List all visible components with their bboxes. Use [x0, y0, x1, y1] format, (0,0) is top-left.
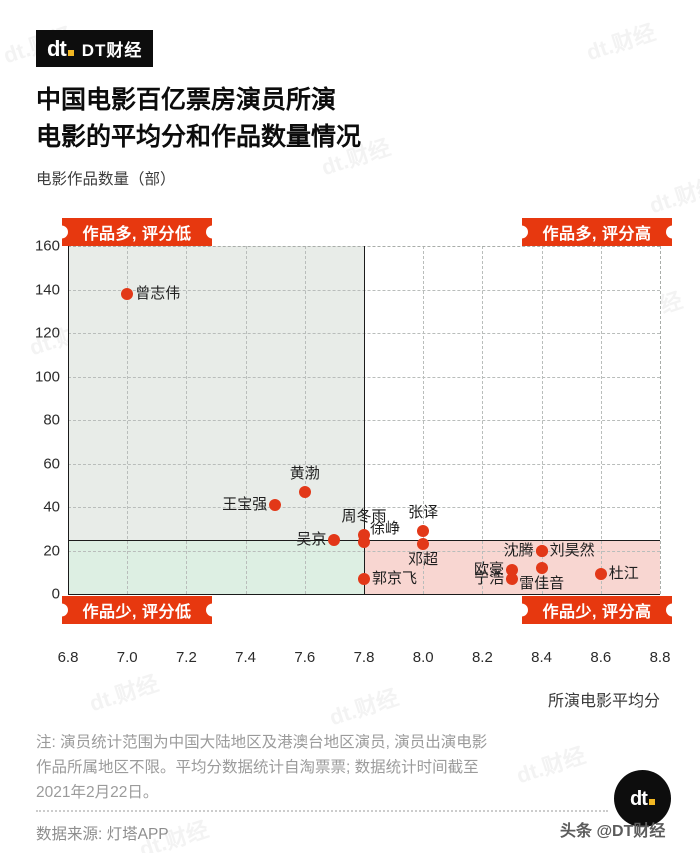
quadrant-bottom-left: [68, 539, 364, 594]
footnote-line-1: 注: 演员统计范围为中国大陆地区及港澳台地区演员, 演员出演电影: [36, 734, 488, 751]
social-handle: 头条 @DT财经: [560, 823, 666, 840]
y-tick-label: 20: [43, 542, 60, 559]
point-label: 沈腾: [503, 541, 534, 559]
title-line-1: 中国电影百亿票房演员所演: [36, 86, 337, 114]
footer-divider: [36, 810, 608, 812]
quadrant-top-left: [68, 246, 364, 540]
dt-logo-text: dt: [47, 35, 67, 61]
y-tick-label: 0: [51, 585, 60, 603]
point-label: 杜江: [608, 565, 639, 583]
point-label: 黄渤: [289, 464, 320, 482]
point-label: 王宝强: [222, 495, 268, 513]
point-label: 郭京飞: [372, 569, 418, 587]
quadrant-badge-bottom-left: 作品少, 评分低: [62, 596, 212, 624]
y-axis-line: [68, 246, 69, 594]
data-point: [269, 498, 282, 511]
data-point: [594, 568, 607, 581]
y-tick-label: 120: [34, 324, 60, 342]
point-label: 刘昊然: [549, 541, 595, 559]
x-tick-label: 8.0: [412, 649, 434, 666]
x-tick-label: 7.0: [116, 649, 138, 666]
quadrant-badge-top-right: 作品多, 评分高: [522, 218, 672, 246]
x-tick-label: 8.6: [590, 649, 612, 666]
dt-footer-logo-yellow-dot-icon: [648, 798, 655, 805]
dt-logo-yellow-dot-icon: [67, 49, 74, 56]
data-source: 数据来源: 灯塔APP: [36, 826, 169, 843]
data-point: [506, 572, 518, 585]
y-tick-label: 40: [43, 498, 60, 516]
x-tick-label: 7.4: [235, 649, 257, 666]
x-tick-label: 6.8: [57, 649, 79, 666]
y-axis-title: 电影作品数量（部）: [36, 171, 176, 188]
point-label: 邓超: [408, 550, 439, 568]
data-point: [358, 572, 370, 585]
y-tick-label: 160: [34, 237, 60, 255]
plot-right-border: [660, 246, 661, 594]
dt-footer-logo: dt: [614, 770, 671, 827]
point-label: 周冬雨: [341, 508, 387, 526]
page-title: 中国电影百亿票房演员所演 电影的平均分和作品数量情况: [36, 82, 361, 156]
y-tick-label: 60: [43, 455, 60, 472]
x-axis-title: 所演电影平均分: [547, 693, 660, 710]
footnote-line-3: 2021年2月22日。: [36, 784, 159, 801]
footnote: 注: 演员统计范围为中国大陆地区及港澳台地区演员, 演员出演电影 作品所属地区不…: [36, 730, 636, 805]
point-label: 曾志伟: [135, 284, 181, 302]
quadrant-top-right: [364, 246, 660, 540]
y-tick-label: 80: [43, 411, 60, 429]
footnote-line-2: 作品所属地区不限。平均分数据统计自淘票票; 数据统计时间截至: [36, 759, 479, 776]
data-point: [535, 561, 548, 574]
quadrant-divider-vertical: [364, 246, 365, 594]
data-point: [328, 533, 341, 546]
data-point: [298, 485, 311, 498]
data-point: [417, 537, 430, 550]
data-point: [121, 287, 134, 300]
quadrant-badge-top-left: 作品多, 评分低: [62, 218, 212, 246]
point-label: 张译: [408, 503, 439, 521]
data-point: [358, 535, 370, 548]
brand-name: DT财经: [81, 41, 143, 60]
x-axis-line: [68, 594, 660, 595]
x-tick-label: 7.2: [175, 649, 197, 666]
data-point: [417, 524, 430, 537]
point-label: 欧豪: [473, 561, 504, 579]
data-point: [535, 544, 548, 557]
point-label: 宁浩: [473, 569, 504, 587]
dt-footer-logo-mark: dt: [630, 789, 655, 809]
dt-logo-mark: dt: [47, 35, 74, 61]
point-label: 吴京: [296, 530, 327, 548]
x-tick-label: 8.8: [649, 649, 671, 666]
y-tick-label: 140: [34, 281, 60, 298]
y-tick-label: 100: [34, 368, 60, 385]
dt-footer-logo-text: dt: [630, 787, 648, 810]
x-tick-label: 8.2: [471, 649, 493, 666]
point-label: 徐峥: [370, 519, 401, 537]
title-line-2: 电影的平均分和作品数量情况: [36, 123, 362, 151]
x-tick-label: 8.4: [531, 649, 553, 666]
x-tick-label: 7.6: [294, 649, 316, 666]
quadrant-badge-bottom-right: 作品少, 评分高: [522, 596, 672, 624]
x-tick-label: 7.8: [353, 649, 375, 666]
dt-logo: dt DT财经: [36, 30, 154, 67]
point-label: 雷佳音: [519, 574, 565, 592]
